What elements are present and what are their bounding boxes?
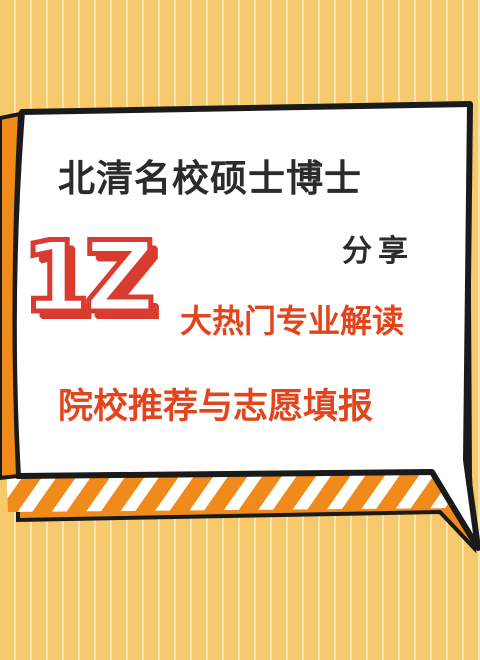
recommend-heading: 院校推荐与志愿填报 <box>58 387 374 427</box>
hot-majors-heading: 大热门专业解读 <box>180 302 405 340</box>
badge-number: 1Z <box>19 219 157 338</box>
bubble-left-accent <box>0 111 23 481</box>
number-badge: 1Z <box>19 208 192 348</box>
share-label: 分享 <box>342 234 414 269</box>
poster-title: 北清名校硕士博士 <box>58 157 362 200</box>
